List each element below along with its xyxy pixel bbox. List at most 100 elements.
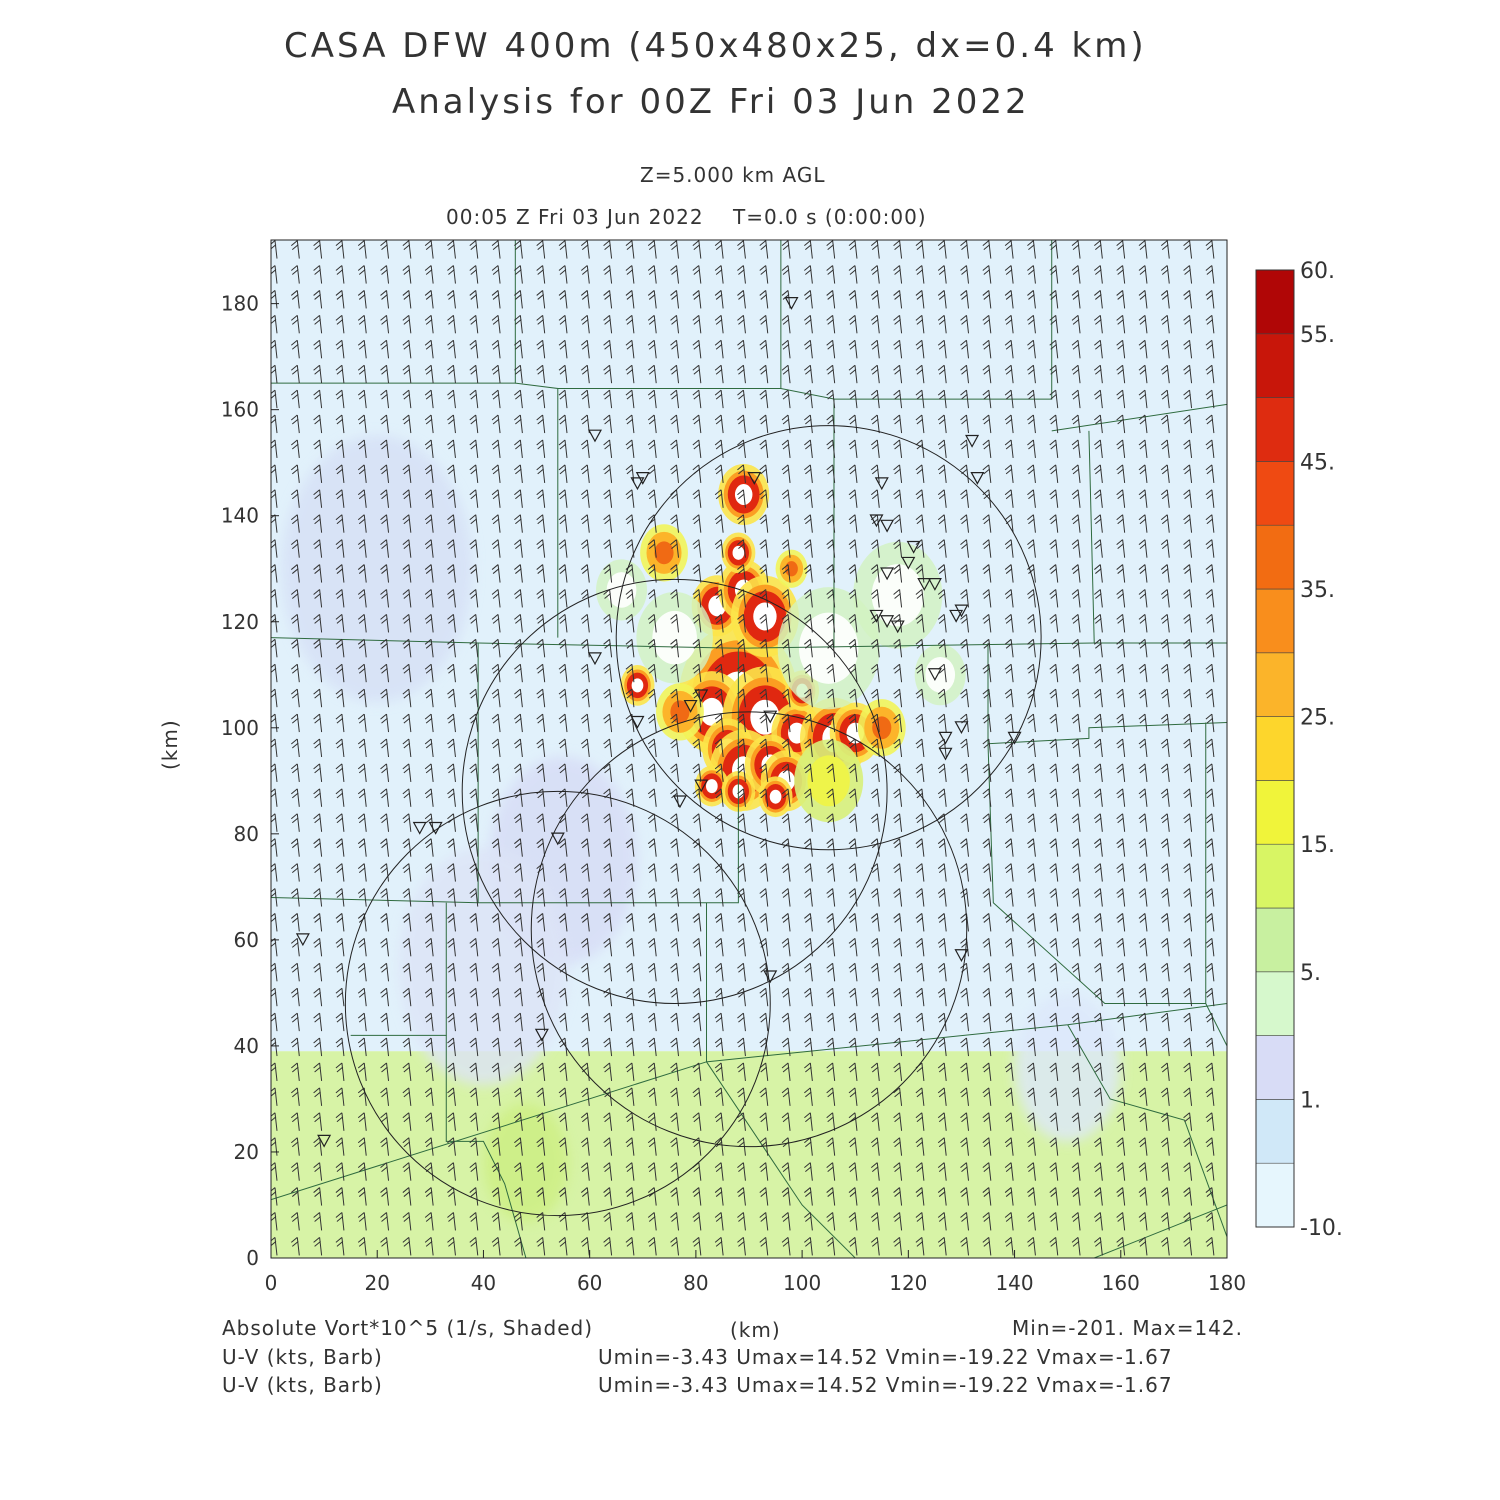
wind-barb — [603, 464, 613, 483]
wind-barb — [380, 339, 390, 359]
wind-barb — [536, 1137, 546, 1156]
wind-barb — [692, 564, 702, 583]
wind-barb — [491, 937, 501, 957]
wind-barb — [870, 763, 880, 782]
wind-barb — [1027, 389, 1036, 409]
wind-barb — [335, 265, 345, 284]
wind-barb — [313, 414, 323, 434]
wind-barb — [271, 1037, 278, 1057]
wind-barb — [290, 314, 300, 334]
wind-barb — [714, 937, 724, 957]
wind-barb — [848, 1037, 858, 1057]
wind-barb — [870, 589, 880, 608]
wind-barb — [737, 464, 746, 483]
wind-barb — [380, 1212, 390, 1231]
wind-barb — [1071, 813, 1081, 832]
wind-barb — [424, 414, 434, 434]
wind-barb — [357, 464, 367, 483]
wind-barb — [692, 838, 702, 857]
wind-barb — [469, 1237, 479, 1256]
wind-barb — [804, 838, 813, 857]
wind-barb — [737, 1162, 746, 1181]
wind-barb — [558, 314, 568, 334]
wind-barb — [271, 589, 278, 608]
wind-barb — [982, 638, 992, 658]
wind-barb — [625, 240, 635, 259]
wind-barb — [893, 987, 903, 1007]
wind-barb — [1183, 1187, 1193, 1206]
wind-barb — [893, 738, 903, 758]
wind-barb — [491, 987, 501, 1007]
wind-barb — [491, 240, 501, 259]
wind-barb — [1027, 1112, 1036, 1131]
wind-barb — [647, 863, 657, 882]
wind-barb — [491, 614, 501, 633]
wind-barb — [447, 663, 456, 683]
wind-barb — [714, 364, 724, 384]
wind-barb — [1094, 937, 1103, 957]
wind-barb — [603, 539, 613, 558]
wind-barb — [937, 763, 947, 782]
wind-barb — [1160, 314, 1170, 334]
wind-barb — [670, 240, 680, 259]
wind-barb — [804, 638, 813, 658]
wind-barb — [1094, 489, 1103, 508]
wind-barb — [536, 240, 546, 259]
wind-barb — [937, 863, 947, 882]
wind-barb — [380, 1137, 390, 1156]
radar-site-marker — [683, 699, 698, 713]
wind-barb — [514, 937, 523, 957]
wind-barb — [380, 1162, 390, 1181]
wind-barb — [424, 614, 434, 633]
wind-barb — [759, 788, 769, 807]
wind-barb — [670, 888, 680, 907]
wind-barb — [781, 265, 791, 284]
wind-barb — [491, 265, 501, 284]
wind-barb — [848, 713, 858, 733]
wind-barb — [603, 1112, 613, 1131]
wind-barb — [870, 564, 880, 583]
wind-barb — [380, 1087, 390, 1106]
wind-barb — [915, 813, 925, 832]
wind-barb — [647, 1112, 657, 1131]
wind-barb — [870, 888, 880, 907]
wind-barb — [469, 788, 479, 807]
wind-barb — [848, 763, 858, 782]
wind-barb — [647, 688, 657, 708]
wind-barb — [781, 464, 791, 483]
wind-barb — [271, 1212, 278, 1231]
wind-barb — [937, 464, 947, 483]
shade-patch — [483, 1103, 569, 1222]
wind-barb — [692, 489, 702, 508]
wind-barb — [1138, 1137, 1148, 1156]
wind-barb — [536, 464, 546, 483]
wind-barb — [1160, 1187, 1170, 1206]
wind-barb — [424, 240, 434, 259]
wind-barb — [960, 589, 970, 608]
wind-barb — [1094, 987, 1103, 1007]
wind-barb — [290, 240, 300, 259]
wind-barb — [1094, 589, 1103, 608]
wind-barb — [290, 414, 300, 434]
wind-barb — [625, 1012, 635, 1032]
wind-barb — [402, 1212, 412, 1231]
wind-barb — [424, 589, 434, 608]
wind-barb — [647, 1212, 657, 1231]
wind-barb — [536, 813, 546, 832]
wind-barb — [491, 913, 501, 932]
colorbar-label: 5. — [1300, 961, 1321, 986]
wind-barb — [781, 863, 791, 882]
wind-barb — [960, 738, 970, 758]
wind-barb — [603, 763, 613, 782]
wind-barb — [603, 638, 613, 658]
wind-barb — [737, 389, 746, 409]
wind-barb — [915, 290, 925, 309]
wind-barb — [647, 589, 657, 608]
wind-barb — [826, 564, 836, 583]
colorbar-segment — [1255, 588, 1295, 654]
wind-barb — [781, 589, 791, 608]
wind-barb — [603, 1212, 613, 1231]
wind-barb — [937, 638, 947, 658]
wind-barb — [1004, 838, 1014, 857]
wind-barb — [893, 240, 903, 259]
